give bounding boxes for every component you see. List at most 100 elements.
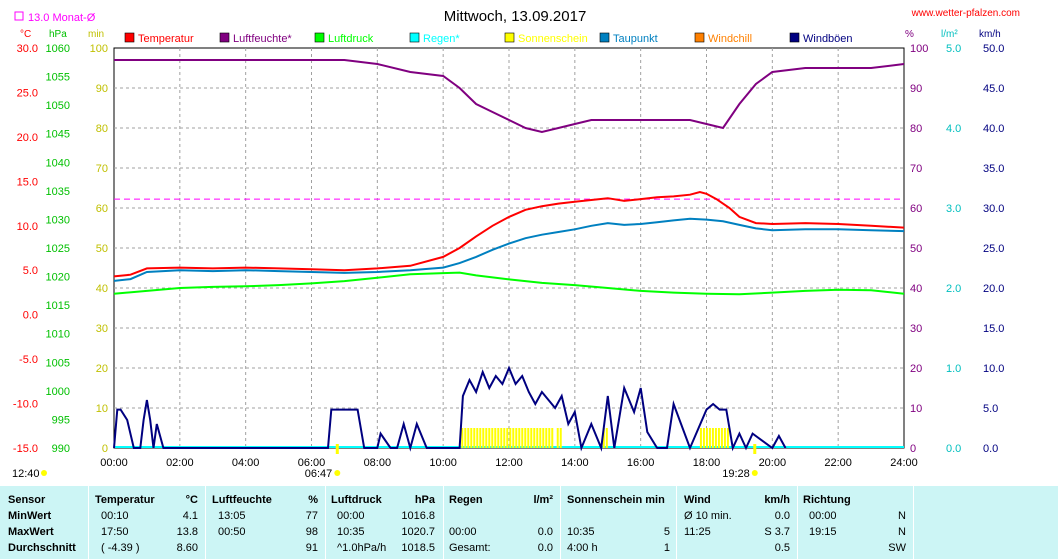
min-tick: 10 bbox=[96, 403, 108, 415]
temp-tick: -5.0 bbox=[19, 354, 38, 366]
wind-tick: 10.0 bbox=[983, 363, 1004, 375]
column-separator bbox=[443, 486, 444, 559]
press-tick: 1005 bbox=[46, 357, 70, 369]
temp-value: 8.60 bbox=[176, 542, 198, 554]
header-wind: Wind bbox=[684, 494, 711, 506]
min-tick: 90 bbox=[96, 83, 108, 95]
sunshine-bar bbox=[556, 428, 559, 448]
press-tick: 1020 bbox=[46, 272, 70, 284]
header-sensor: Sensor bbox=[8, 494, 46, 506]
min-tick: 60 bbox=[96, 203, 108, 215]
sunshine-bar bbox=[500, 428, 503, 448]
header-rain: Regen bbox=[449, 494, 483, 506]
header-temp: Temperatur bbox=[95, 494, 155, 506]
header-hum: Luftfeuchte bbox=[212, 494, 272, 506]
press-tick: 1040 bbox=[46, 157, 70, 169]
press-tick: 1025 bbox=[46, 243, 70, 255]
sunshine-bar bbox=[699, 428, 702, 448]
sunshine-bar bbox=[542, 428, 545, 448]
legend-label: Temperatur bbox=[138, 33, 194, 45]
site-link[interactable]: www.wetter-pfalzen.com bbox=[911, 8, 1020, 19]
press-tick: 1055 bbox=[46, 72, 70, 84]
sunshine-bar bbox=[527, 428, 530, 448]
sunshine-bar bbox=[711, 428, 714, 448]
chart-title: Mittwoch, 13.09.2017 bbox=[444, 8, 587, 25]
series-luftfeuchte bbox=[114, 59, 905, 134]
rain-time: 00:00 bbox=[449, 526, 477, 538]
sunshine-bar bbox=[530, 428, 533, 448]
unit-percent: % bbox=[905, 29, 914, 40]
column-separator bbox=[325, 486, 326, 559]
wind-time: Ø 10 min. bbox=[684, 510, 732, 522]
min-tick: 80 bbox=[96, 123, 108, 135]
time-tick: 08:00 bbox=[364, 457, 392, 469]
row-label: Durchschnitt bbox=[8, 542, 76, 554]
rain-tick: 0.0 bbox=[946, 443, 961, 455]
monat-checkbox[interactable] bbox=[14, 11, 24, 21]
unit-min: min bbox=[88, 29, 104, 40]
header-dir: Richtung bbox=[803, 494, 851, 506]
legend: Temperatur Luftfeuchte* Luftdruck Regen* Son… bbox=[124, 32, 853, 45]
temp-tick: -15.0 bbox=[13, 443, 38, 455]
noon-marker-dot bbox=[41, 470, 47, 476]
min-tick: 70 bbox=[96, 163, 108, 175]
sunrise-tick bbox=[335, 444, 339, 454]
legend-swatch bbox=[599, 32, 610, 43]
column-separator bbox=[205, 486, 206, 559]
wind-tick: 45.0 bbox=[983, 83, 1004, 95]
sunshine-bar bbox=[506, 428, 509, 448]
sunset-tick bbox=[753, 444, 757, 454]
dir-value: N bbox=[898, 510, 906, 522]
press-time: 00:00 bbox=[337, 510, 365, 522]
legend-swatch bbox=[409, 32, 420, 43]
sunshine-bar bbox=[708, 428, 711, 448]
column-separator bbox=[797, 486, 798, 559]
series-taupunkt bbox=[113, 217, 905, 282]
unit-celsius: °C bbox=[20, 29, 31, 40]
sunshine-bar bbox=[518, 428, 521, 448]
press-tick: 1045 bbox=[46, 129, 70, 141]
press-time: 10:35 bbox=[337, 526, 365, 538]
series-luftdruck bbox=[113, 271, 905, 296]
temp-tick: 0.0 bbox=[23, 310, 38, 322]
column-separator bbox=[560, 486, 561, 559]
rain-tick: 3.0 bbox=[946, 203, 961, 215]
header-hum-unit: % bbox=[308, 494, 318, 506]
wind-tick: 20.0 bbox=[983, 283, 1004, 295]
min-tick: 30 bbox=[96, 323, 108, 335]
sunshine-bar bbox=[497, 428, 500, 448]
rain-value: 0.0 bbox=[537, 542, 553, 554]
header-press: Luftdruck bbox=[331, 494, 382, 506]
legend-label: Windböen bbox=[803, 33, 853, 45]
wind-time: 11:25 bbox=[684, 526, 711, 538]
hum-value: 98 bbox=[305, 526, 318, 538]
temp-time: 00:10 bbox=[101, 510, 129, 522]
sunshine-bar bbox=[720, 428, 723, 448]
hum-time: 13:05 bbox=[218, 510, 246, 522]
legend-label: Windchill bbox=[708, 33, 752, 45]
sunshine-bar bbox=[605, 428, 608, 448]
temp-value: 4.1 bbox=[182, 510, 198, 522]
series-lines bbox=[113, 59, 905, 452]
time-tick: 16:00 bbox=[627, 457, 655, 469]
header-press-unit: hPa bbox=[414, 494, 435, 506]
temp-tick: 20.0 bbox=[17, 132, 38, 144]
time-tick: 14:00 bbox=[561, 457, 589, 469]
min-tick: 100 bbox=[90, 43, 108, 55]
stats-table: Sensor Temperatur °C Luftfeuchte% Luftdruck h… bbox=[0, 486, 1058, 559]
temp-tick: -10.0 bbox=[13, 399, 38, 411]
sun-time: 10:35 bbox=[567, 526, 595, 538]
legend-label: Regen* bbox=[423, 33, 460, 45]
sunrise-dot bbox=[334, 470, 341, 476]
wind-tick: 15.0 bbox=[983, 323, 1004, 335]
sunshine-bar bbox=[509, 428, 512, 448]
legend-swatch bbox=[124, 32, 135, 43]
hum-value: 77 bbox=[305, 510, 318, 522]
sunshine-bar bbox=[726, 428, 729, 448]
header-sun: Sonnenschein min bbox=[567, 494, 665, 506]
sunshine-bar bbox=[491, 428, 494, 448]
sunshine-bar bbox=[503, 428, 506, 448]
temp-time: 17:50 bbox=[101, 526, 129, 538]
header-rain-unit: l/m² bbox=[533, 494, 553, 506]
dir-time: 19:15 bbox=[809, 526, 837, 538]
